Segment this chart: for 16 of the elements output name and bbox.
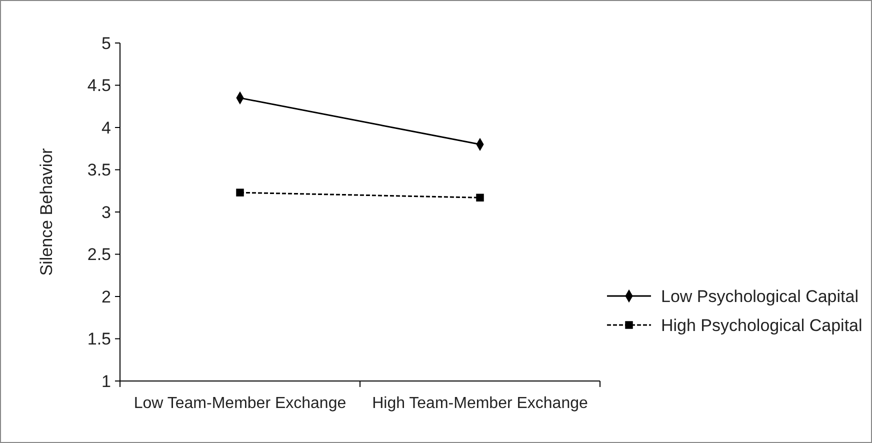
point (476, 194, 484, 202)
y-tick-label: 2.5 (87, 245, 111, 264)
legend-label: Low Psychological Capital (661, 286, 858, 306)
point (236, 188, 244, 196)
y-tick-label: 3.5 (87, 160, 111, 180)
y-tick-label: 1.5 (87, 330, 111, 349)
y-tick-label: 4 (102, 118, 111, 138)
y-tick-label: 2 (102, 287, 111, 306)
x-tick-label: High Team-Member Exchange (372, 395, 588, 412)
y-tick-label: 4.5 (87, 76, 111, 96)
y-tick-label: 5 (102, 34, 111, 53)
y-axis-title: Silence Behavior (37, 148, 56, 276)
x-tick-label: Low Team-Member Exchange (134, 395, 346, 412)
legend-label: High Psychological Capital (661, 316, 862, 335)
y-tick-label: 3 (102, 202, 111, 222)
y-tick-label: 1 (102, 372, 111, 391)
